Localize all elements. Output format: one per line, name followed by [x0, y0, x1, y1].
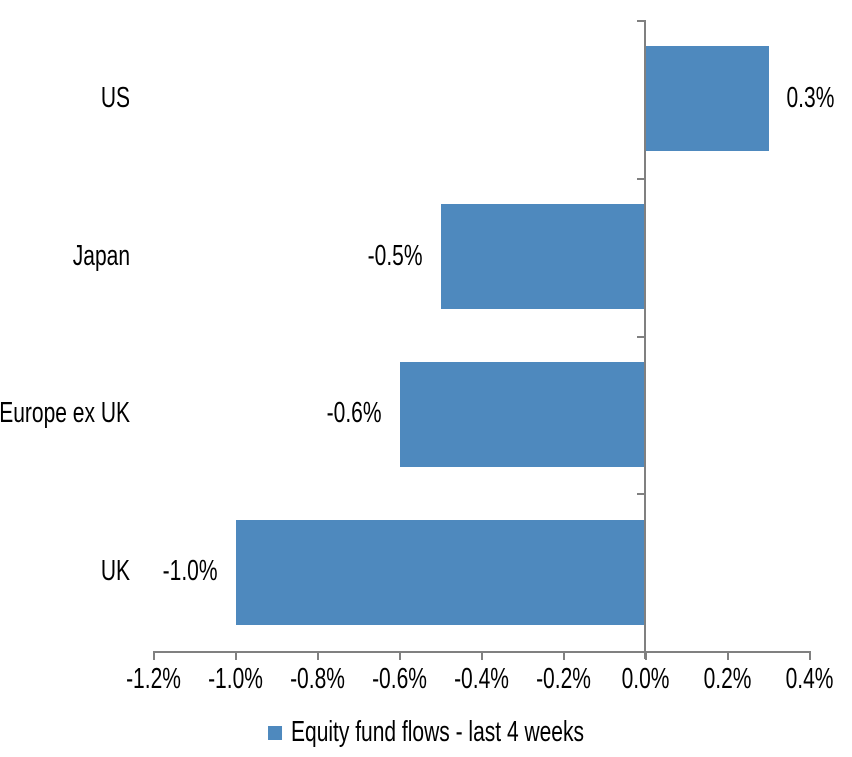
data-label-uk: -1.0% [163, 556, 218, 587]
data-label-text: 0.3% [786, 82, 835, 114]
x-tick-label-0-2: -0.2% [522, 664, 606, 695]
legend: Equity fund flows - last 4 weeks [268, 716, 584, 748]
x-tick-label-0-0: 0.0% [604, 664, 688, 695]
category-label-text: UK [100, 555, 130, 588]
x-tick-label-text: -0.4% [454, 663, 509, 695]
x-axis-tick [152, 653, 155, 660]
bar-us [645, 46, 769, 152]
x-tick-label-text: -1.0% [208, 663, 263, 695]
x-axis-tick [316, 653, 319, 660]
category-axis-tick [637, 493, 645, 496]
x-tick-label-1-2: -1.2% [112, 664, 196, 695]
category-axis-tick [637, 20, 645, 22]
category-label-japan: Japan [0, 240, 130, 272]
category-label-text: US [100, 82, 130, 114]
data-label-europe-ex-uk: -0.6% [327, 398, 382, 429]
data-label-text: -0.6% [326, 398, 382, 430]
category-label-text: Japan [72, 240, 130, 272]
bar-europe-ex-uk [399, 361, 646, 467]
x-tick-label-text: 0.0% [621, 663, 670, 695]
x-axis-tick [726, 653, 729, 660]
x-axis-tick [808, 653, 811, 660]
zero-value-axis [644, 20, 646, 659]
x-tick-label-text: -0.2% [536, 663, 591, 695]
data-label-text: -1.0% [162, 555, 218, 588]
x-tick-label-1-0: -1.0% [194, 664, 278, 695]
x-tick-label-text: 0.4% [785, 663, 834, 695]
legend-swatch-icon [268, 726, 283, 740]
x-axis-tick [398, 653, 401, 660]
category-label-europe-ex-uk: Europe ex UK [0, 398, 130, 429]
x-axis-tick [234, 653, 237, 660]
x-tick-label-0-2: 0.2% [686, 664, 770, 695]
category-label-uk: UK [0, 556, 130, 587]
data-label-japan: -0.5% [368, 240, 423, 272]
x-tick-label-text: -0.6% [372, 663, 427, 695]
x-tick-label-text: -0.8% [290, 663, 345, 695]
x-axis-tick [562, 653, 565, 660]
legend-label: Equity fund flows - last 4 weeks [291, 716, 584, 748]
category-label-us: US [0, 83, 130, 114]
x-tick-label-text: -1.2% [126, 663, 181, 695]
x-tick-label-0-6: -0.6% [358, 664, 442, 695]
x-tick-label-0-4: 0.4% [768, 664, 852, 695]
x-tick-label-0-8: -0.8% [276, 664, 360, 695]
data-label-us: 0.3% [787, 83, 835, 114]
x-tick-label-text: 0.2% [703, 663, 752, 695]
data-label-text: -0.5% [367, 240, 423, 272]
x-tick-label-0-4: -0.4% [440, 664, 524, 695]
category-axis-tick [637, 335, 645, 338]
x-axis-tick [480, 653, 483, 660]
x-axis [153, 651, 811, 653]
category-axis-tick [637, 177, 645, 180]
bar-uk [235, 519, 646, 625]
bar-japan [440, 204, 646, 310]
category-label-text: Europe ex UK [0, 398, 130, 430]
